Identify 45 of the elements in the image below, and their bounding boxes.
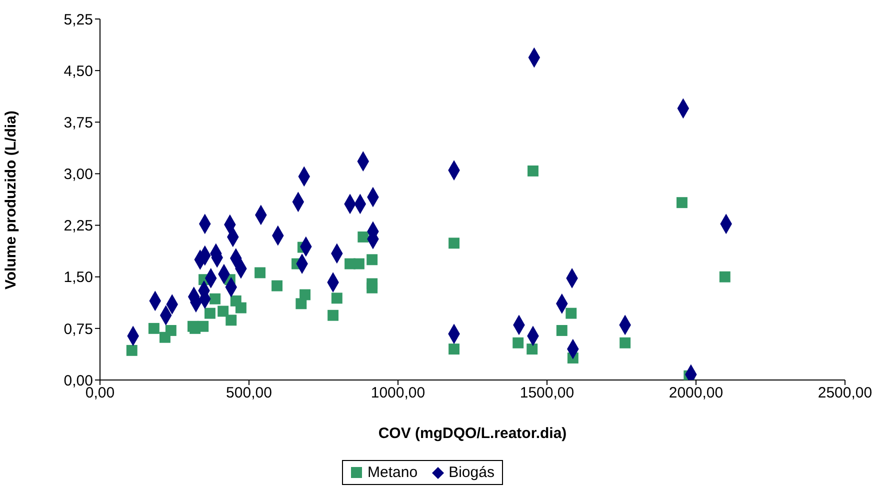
point: [198, 320, 209, 332]
point: [526, 344, 538, 355]
y-tick-label: 0,75: [64, 320, 93, 338]
point: [210, 293, 221, 304]
x-tick-label: 2500,00: [818, 384, 872, 402]
point: [226, 314, 237, 326]
point: [528, 165, 538, 176]
point: [512, 337, 524, 348]
point: [235, 302, 246, 314]
point: [448, 344, 460, 355]
point: [165, 325, 176, 336]
point: [719, 271, 730, 282]
point: [358, 232, 369, 242]
legend-label: Metano: [366, 464, 418, 481]
point: [556, 325, 568, 336]
point: [204, 308, 216, 319]
x-tick-label: 1500,00: [520, 384, 574, 402]
y-tick-label: 3,00: [64, 166, 93, 184]
y-axis-title: Volume produzido (L/dia): [2, 110, 20, 290]
point: [366, 254, 378, 266]
x-tick-label: 1000,00: [370, 384, 426, 402]
point: [126, 344, 138, 356]
point: [254, 267, 266, 278]
point: [218, 306, 229, 317]
point: [331, 292, 342, 304]
point: [353, 258, 364, 270]
x-axis-title: COV (mgDQO/L.reator.dia): [378, 425, 567, 442]
x-tick-label: 0,00: [85, 384, 115, 402]
point: [676, 197, 688, 208]
y-tick-label: 4,50: [64, 62, 93, 80]
x-tick-label: 2000,00: [668, 384, 724, 402]
point: [272, 280, 282, 292]
y-tick-label: 2,25: [64, 218, 93, 235]
x-tick-label: 500,00: [226, 384, 272, 402]
point: [148, 322, 160, 334]
point: [566, 308, 577, 319]
y-tick-label: 5,25: [64, 11, 93, 28]
y-tick-label: 3,75: [64, 114, 93, 132]
point: [448, 238, 460, 249]
point: [366, 282, 378, 294]
y-tick-label: 1,50: [64, 269, 93, 286]
point: [620, 337, 631, 348]
point: [328, 310, 339, 321]
point: [296, 298, 307, 310]
legend-label: Biogás: [448, 464, 494, 481]
